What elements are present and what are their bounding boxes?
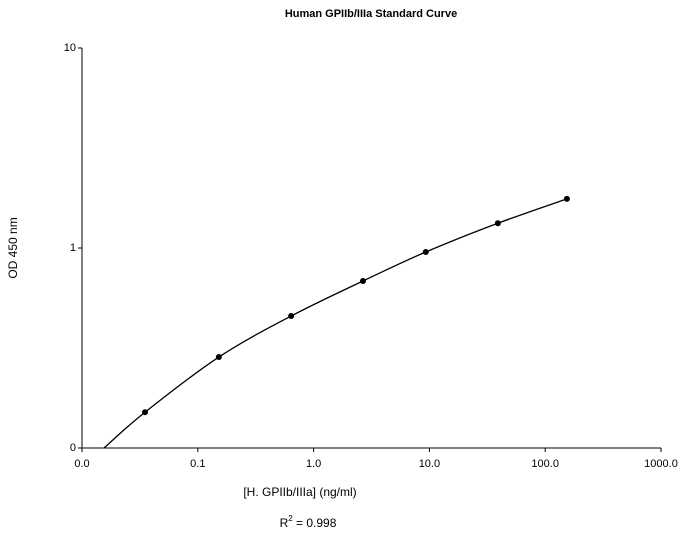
r-squared-rest: = 0.998 <box>293 516 337 530</box>
y-tick-label: 1 <box>70 242 76 254</box>
fit-curve <box>103 198 568 449</box>
y-axis-label: OD 450 nm <box>6 217 20 278</box>
r-squared-base: R <box>280 516 289 530</box>
data-point <box>288 313 295 320</box>
data-point <box>215 354 222 361</box>
x-tick-label: 0.0 <box>74 458 89 470</box>
data-point <box>142 409 149 416</box>
data-point <box>563 195 570 202</box>
y-tick-label: 10 <box>64 42 76 54</box>
r-squared-sup: 2 <box>288 514 293 523</box>
data-point <box>422 248 429 255</box>
chart-title: Human GPIIb/IIIa Standard Curve <box>285 8 457 20</box>
y-tick-label: 0 <box>70 442 76 454</box>
r-squared: R2 = 0.998 <box>280 514 337 530</box>
x-tick-label: 1000.0 <box>644 458 678 470</box>
x-tick-label: 100.0 <box>531 458 559 470</box>
x-tick-label: 10.0 <box>419 458 440 470</box>
data-point <box>494 220 501 227</box>
x-tick-label: 0.1 <box>190 458 205 470</box>
x-axis-label: [H. GPIIb/IIIa] (ng/ml) <box>243 485 356 499</box>
data-point <box>359 277 366 284</box>
x-tick-label: 1.0 <box>306 458 321 470</box>
